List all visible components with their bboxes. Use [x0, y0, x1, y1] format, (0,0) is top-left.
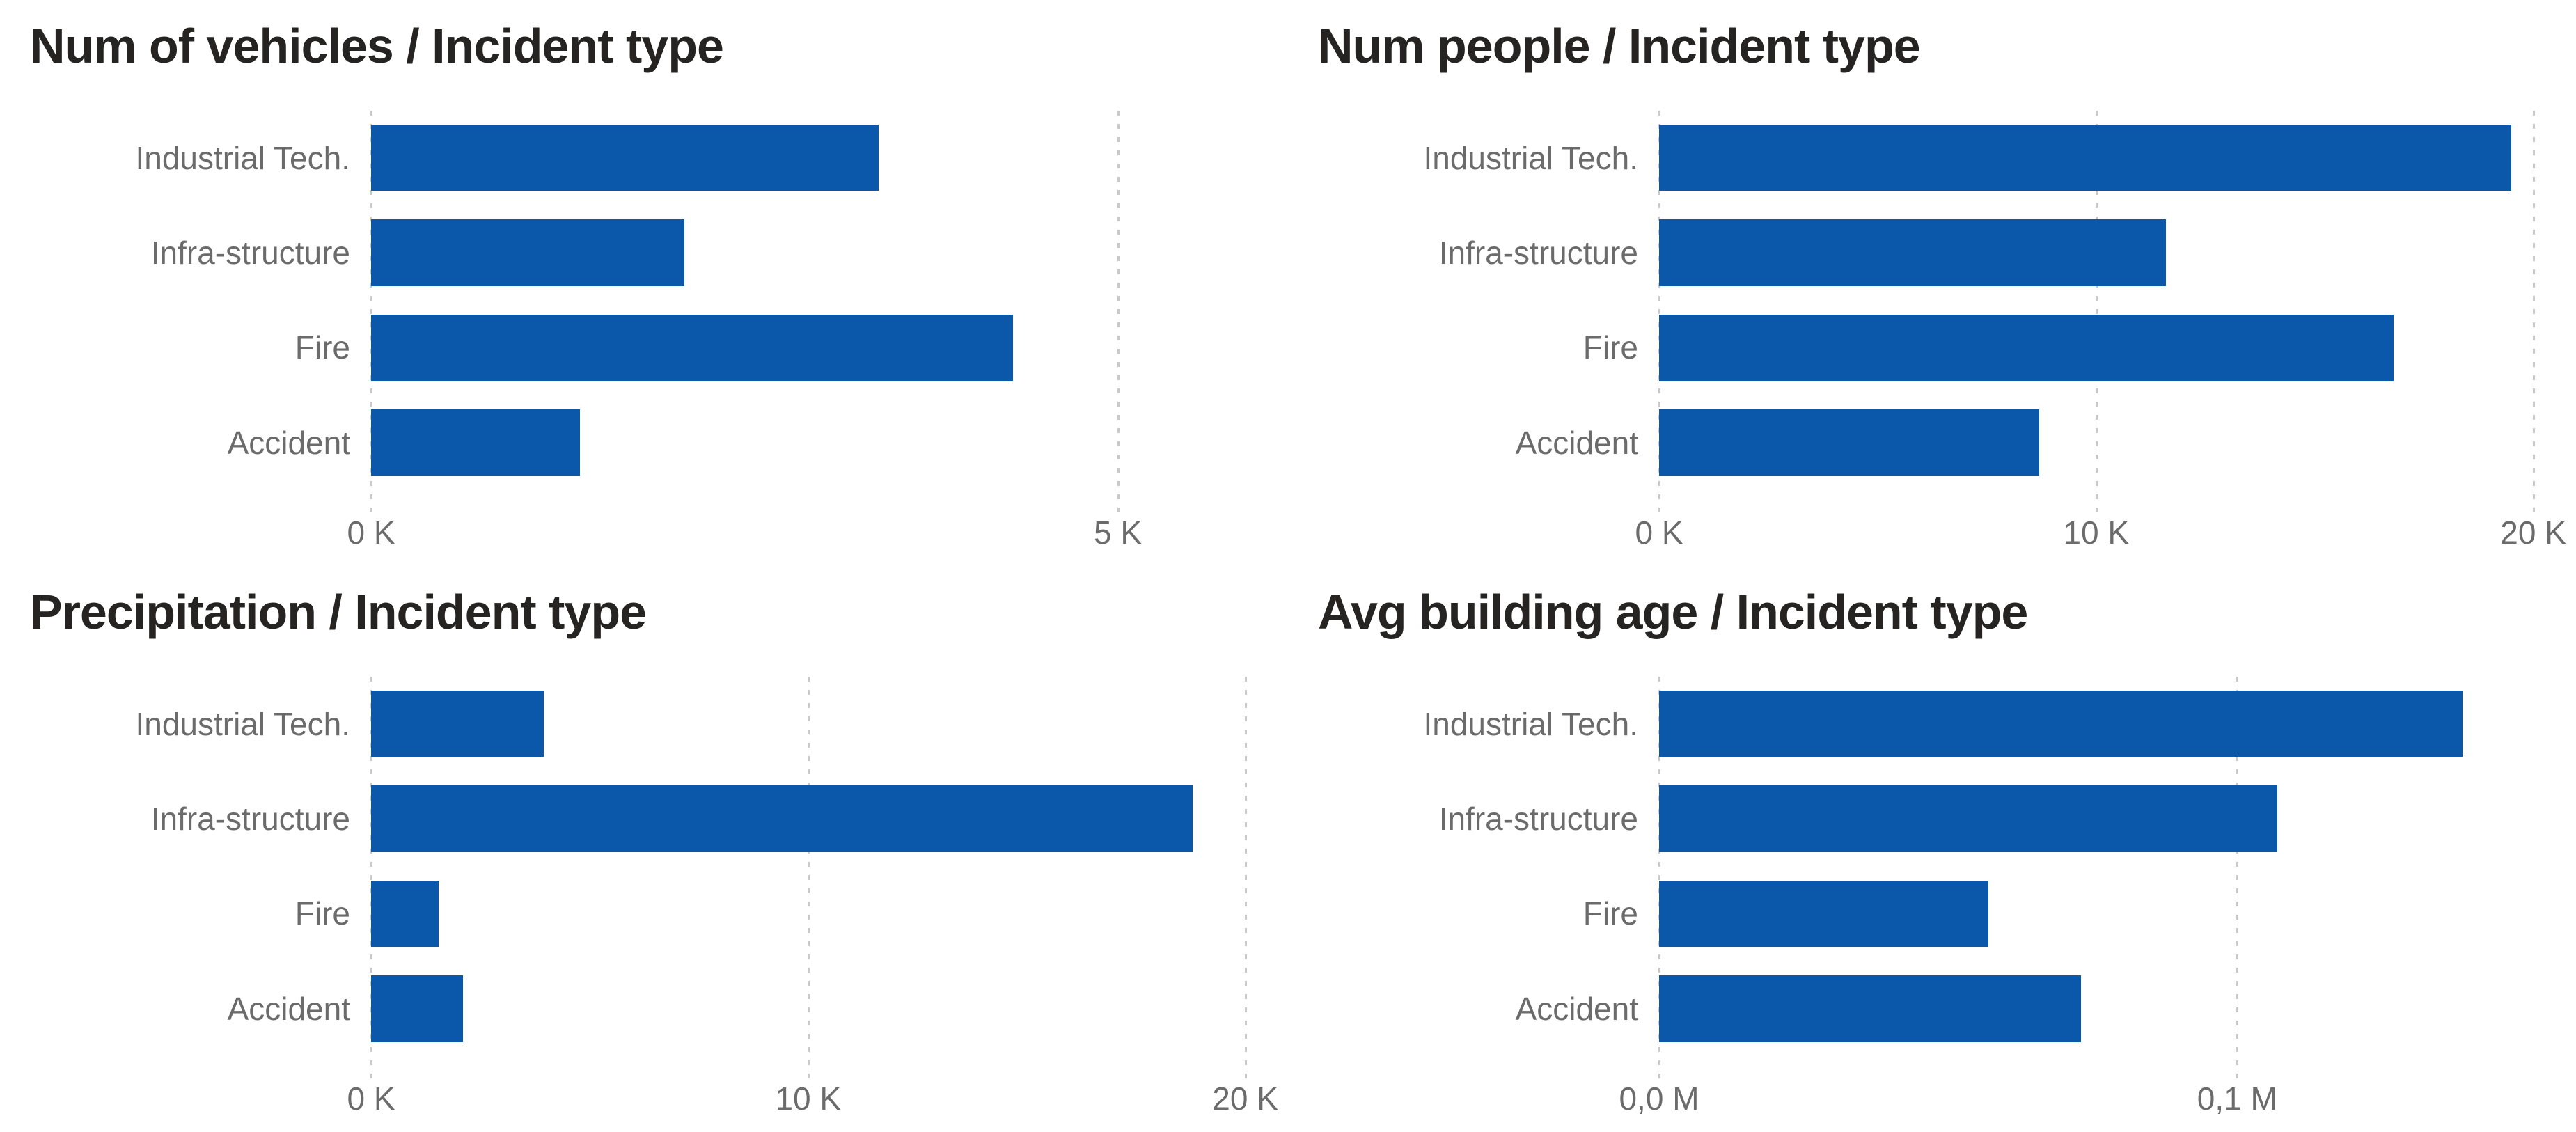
x-tick-label: 5 K: [1093, 514, 1142, 551]
x-tick-label: 0 K: [347, 1080, 395, 1117]
bar[interactable]: [1659, 690, 2463, 757]
bar-track: [1659, 961, 2555, 1056]
bar-rows: Industrial Tech. Infra-structure Fire Accid…: [30, 111, 1267, 491]
bar-track: [371, 771, 1267, 866]
plot-area: Industrial Tech. Infra-structure Fire Accid…: [30, 676, 1278, 1123]
bar-rows: Industrial Tech. Infra-structure Fire Accid…: [1318, 677, 2555, 1057]
chart-title: Precipitation / Incident type: [30, 585, 647, 639]
x-tick-label: 10 K: [775, 1080, 842, 1117]
bar-row: Accident: [30, 395, 1267, 490]
bar-row: Fire: [1318, 866, 2555, 961]
bar-track: [1659, 677, 2555, 771]
bar[interactable]: [1659, 124, 2512, 191]
bar[interactable]: [1659, 785, 2278, 852]
bar[interactable]: [1659, 314, 2394, 382]
plot-area: Industrial Tech. Infra-structure Fire Accid…: [1318, 676, 2555, 1123]
category-label: Fire: [1582, 895, 1638, 932]
plot-area: Industrial Tech. Infra-structure Fire Accid…: [1318, 110, 2566, 557]
chart-avg-building-age: Avg building age / Incident type Industr…: [1288, 566, 2576, 1132]
bar-rows: Industrial Tech. Infra-structure Fire Accid…: [30, 677, 1267, 1057]
bar-row: Accident: [30, 961, 1267, 1056]
chart-precipitation: Precipitation / Incident type Industrial…: [0, 566, 1288, 1132]
category-label: Industrial Tech.: [1423, 139, 1638, 176]
category-label: Infra-structure: [150, 801, 350, 838]
bar-row: Industrial Tech.: [1318, 111, 2555, 205]
category-label: Accident: [1515, 990, 1638, 1027]
bar-row: Fire: [1318, 300, 2555, 395]
bar-track: [1659, 205, 2555, 300]
category-label: Infra-structure: [1438, 235, 1638, 272]
x-tick-label: 0 K: [347, 514, 395, 551]
bar[interactable]: [371, 124, 879, 191]
category-label: Infra-structure: [1438, 801, 1638, 838]
bar-row: Infra-structure: [30, 205, 1267, 300]
bar[interactable]: [1659, 880, 1989, 948]
bar-track: [371, 395, 1267, 490]
bar-track: [1659, 395, 2555, 490]
bar-track: [1659, 771, 2555, 866]
bar-track: [371, 111, 1267, 205]
category-label: Industrial Tech.: [135, 139, 350, 176]
bar-track: [371, 677, 1267, 771]
x-axis: 0 K 10 K 20 K: [1635, 490, 2566, 556]
bar-track: [1659, 111, 2555, 205]
category-label: Accident: [227, 990, 350, 1027]
bar-row: Industrial Tech.: [30, 111, 1267, 205]
x-tick-label: 20 K: [1212, 1080, 1278, 1117]
bar[interactable]: [1659, 219, 2167, 286]
bar-track: [1659, 866, 2555, 961]
category-label: Fire: [294, 895, 350, 932]
bar-row: Infra-structure: [1318, 205, 2555, 300]
x-axis: 0,0 M 0,1 M: [1619, 1056, 2555, 1122]
category-label: Fire: [294, 329, 350, 366]
bar-track: [371, 300, 1267, 395]
bar[interactable]: [371, 785, 1193, 852]
chart-num-of-vehicles: Num of vehicles / Incident type Industri…: [0, 0, 1288, 566]
category-label: Accident: [227, 424, 350, 461]
bar[interactable]: [371, 880, 439, 948]
x-tick-label: 10 K: [2063, 514, 2130, 551]
bar-row: Industrial Tech.: [30, 677, 1267, 771]
bar[interactable]: [371, 314, 1014, 382]
bar-track: [371, 205, 1267, 300]
bar-track: [371, 961, 1267, 1056]
chart-title: Num of vehicles / Incident type: [30, 19, 724, 73]
chart-title: Num people / Incident type: [1318, 19, 1921, 73]
bar-row: Accident: [1318, 961, 2555, 1056]
bar-row: Fire: [30, 866, 1267, 961]
category-label: Industrial Tech.: [1423, 705, 1638, 742]
bar[interactable]: [1659, 409, 2040, 476]
bar-row: Accident: [1318, 395, 2555, 490]
bar-row: Industrial Tech.: [1318, 677, 2555, 771]
category-label: Infra-structure: [150, 235, 350, 272]
bar-track: [1659, 300, 2555, 395]
category-label: Industrial Tech.: [135, 705, 350, 742]
chart-title: Avg building age / Incident type: [1318, 585, 2028, 639]
bar[interactable]: [371, 409, 581, 476]
bar-track: [371, 866, 1267, 961]
bar[interactable]: [371, 219, 685, 286]
x-tick-label: 0,0 M: [1619, 1080, 1699, 1117]
category-label: Fire: [1582, 329, 1638, 366]
bar[interactable]: [1659, 975, 2082, 1042]
x-tick-label: 20 K: [2500, 514, 2566, 551]
bar-row: Fire: [30, 300, 1267, 395]
category-label: Accident: [1515, 424, 1638, 461]
bar[interactable]: [371, 690, 544, 757]
bar-rows: Industrial Tech. Infra-structure Fire Accid…: [1318, 111, 2555, 491]
bar-row: Infra-structure: [30, 771, 1267, 866]
x-axis: 0 K 5 K: [347, 490, 1267, 556]
bar-row: Infra-structure: [1318, 771, 2555, 866]
x-axis: 0 K 10 K 20 K: [347, 1056, 1278, 1122]
x-tick-label: 0,1 M: [2197, 1080, 2277, 1117]
chart-num-people: Num people / Incident type Industrial Te…: [1288, 0, 2576, 566]
x-tick-label: 0 K: [1635, 514, 1683, 551]
plot-area: Industrial Tech. Infra-structure Fire Accid…: [30, 110, 1267, 557]
bar[interactable]: [371, 975, 463, 1042]
